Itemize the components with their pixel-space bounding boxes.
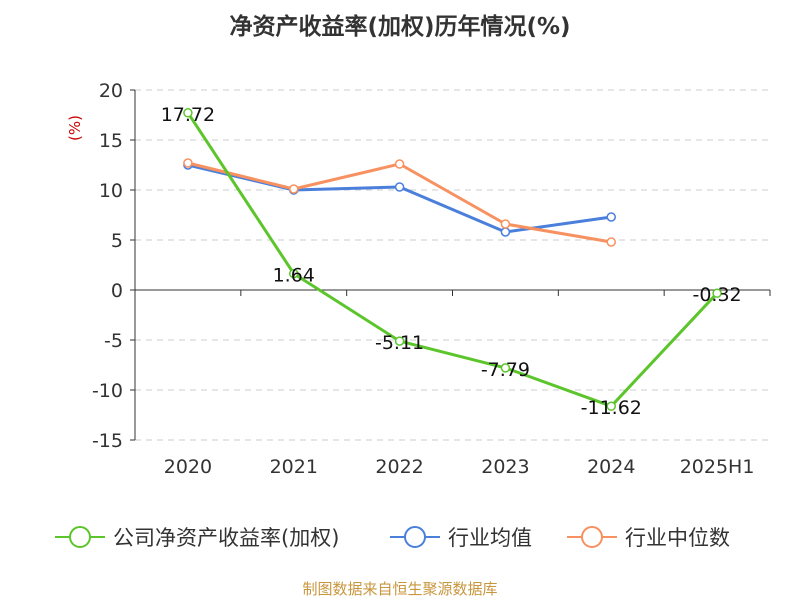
- legend-label: 行业均值: [448, 526, 532, 550]
- gridlines: [135, 89, 770, 441]
- data-point: [394, 182, 405, 192]
- data-label: -11.62: [581, 397, 642, 419]
- data-label: -7.79: [481, 359, 530, 381]
- data-point: [289, 268, 299, 279]
- y-tick-labels: 20 15 10 5 0 -5 -10 -15: [92, 80, 123, 452]
- data-point: [183, 158, 193, 168]
- axes: [130, 89, 771, 441]
- data-point: [394, 159, 405, 169]
- y-tick-label: 10: [99, 180, 123, 202]
- y-tick-label: 15: [99, 130, 123, 152]
- y-tick-label: 5: [111, 230, 123, 252]
- x-tick-label: 2025H1: [680, 456, 755, 478]
- y-tick-label: -15: [92, 430, 123, 452]
- data-point: [606, 401, 616, 411]
- series-line: [187, 163, 612, 234]
- legend: 公司净资产收益率(加权) 行业均值 行业中位数: [55, 526, 730, 550]
- y-tick-label: 20: [99, 80, 123, 102]
- data-label: -0.32: [692, 284, 741, 306]
- y-tick-label: -10: [92, 380, 123, 402]
- x-tick-label: 2023: [481, 456, 529, 478]
- y-axis-label: (%): [66, 115, 84, 141]
- data-point: [500, 219, 511, 229]
- data-label: -5.11: [375, 332, 424, 354]
- legend-marker: [69, 526, 91, 548]
- y-tick-label: -5: [104, 330, 123, 352]
- data-label: 1.64: [273, 265, 315, 287]
- series-line: [186, 111, 719, 408]
- legend-marker: [581, 526, 603, 548]
- legend-marker: [404, 526, 426, 548]
- data-point: [606, 212, 616, 222]
- x-tick-label: 2020: [164, 456, 212, 478]
- y-tick-label: 0: [111, 280, 123, 302]
- data-point: [500, 363, 511, 373]
- source-note: 制图数据来自恒生聚源数据库: [302, 580, 497, 598]
- data-labels: 17.72 1.64 -5.11 -7.79 -11.62 -0.32: [161, 104, 742, 419]
- legend-label: 公司净资产收益率(加权): [113, 526, 339, 550]
- data-label: 17.72: [161, 104, 215, 126]
- data-point: [289, 184, 299, 194]
- chart-title: 净资产收益率(加权)历年情况(%): [229, 13, 570, 40]
- data-point: [606, 237, 616, 247]
- x-tick-label: 2022: [375, 456, 423, 478]
- x-tick-label: 2021: [270, 456, 318, 478]
- x-tick-label: 2024: [587, 456, 635, 478]
- data-point: [712, 288, 722, 298]
- legend-label: 行业中位数: [625, 526, 730, 550]
- data-point: [394, 336, 405, 346]
- x-tick-labels: 2020 2021 2022 2023 2024 2025H1: [164, 456, 755, 478]
- series-lines: [183, 108, 722, 411]
- data-point: [183, 108, 193, 118]
- series-line: [187, 161, 612, 244]
- data-point: [500, 227, 511, 237]
